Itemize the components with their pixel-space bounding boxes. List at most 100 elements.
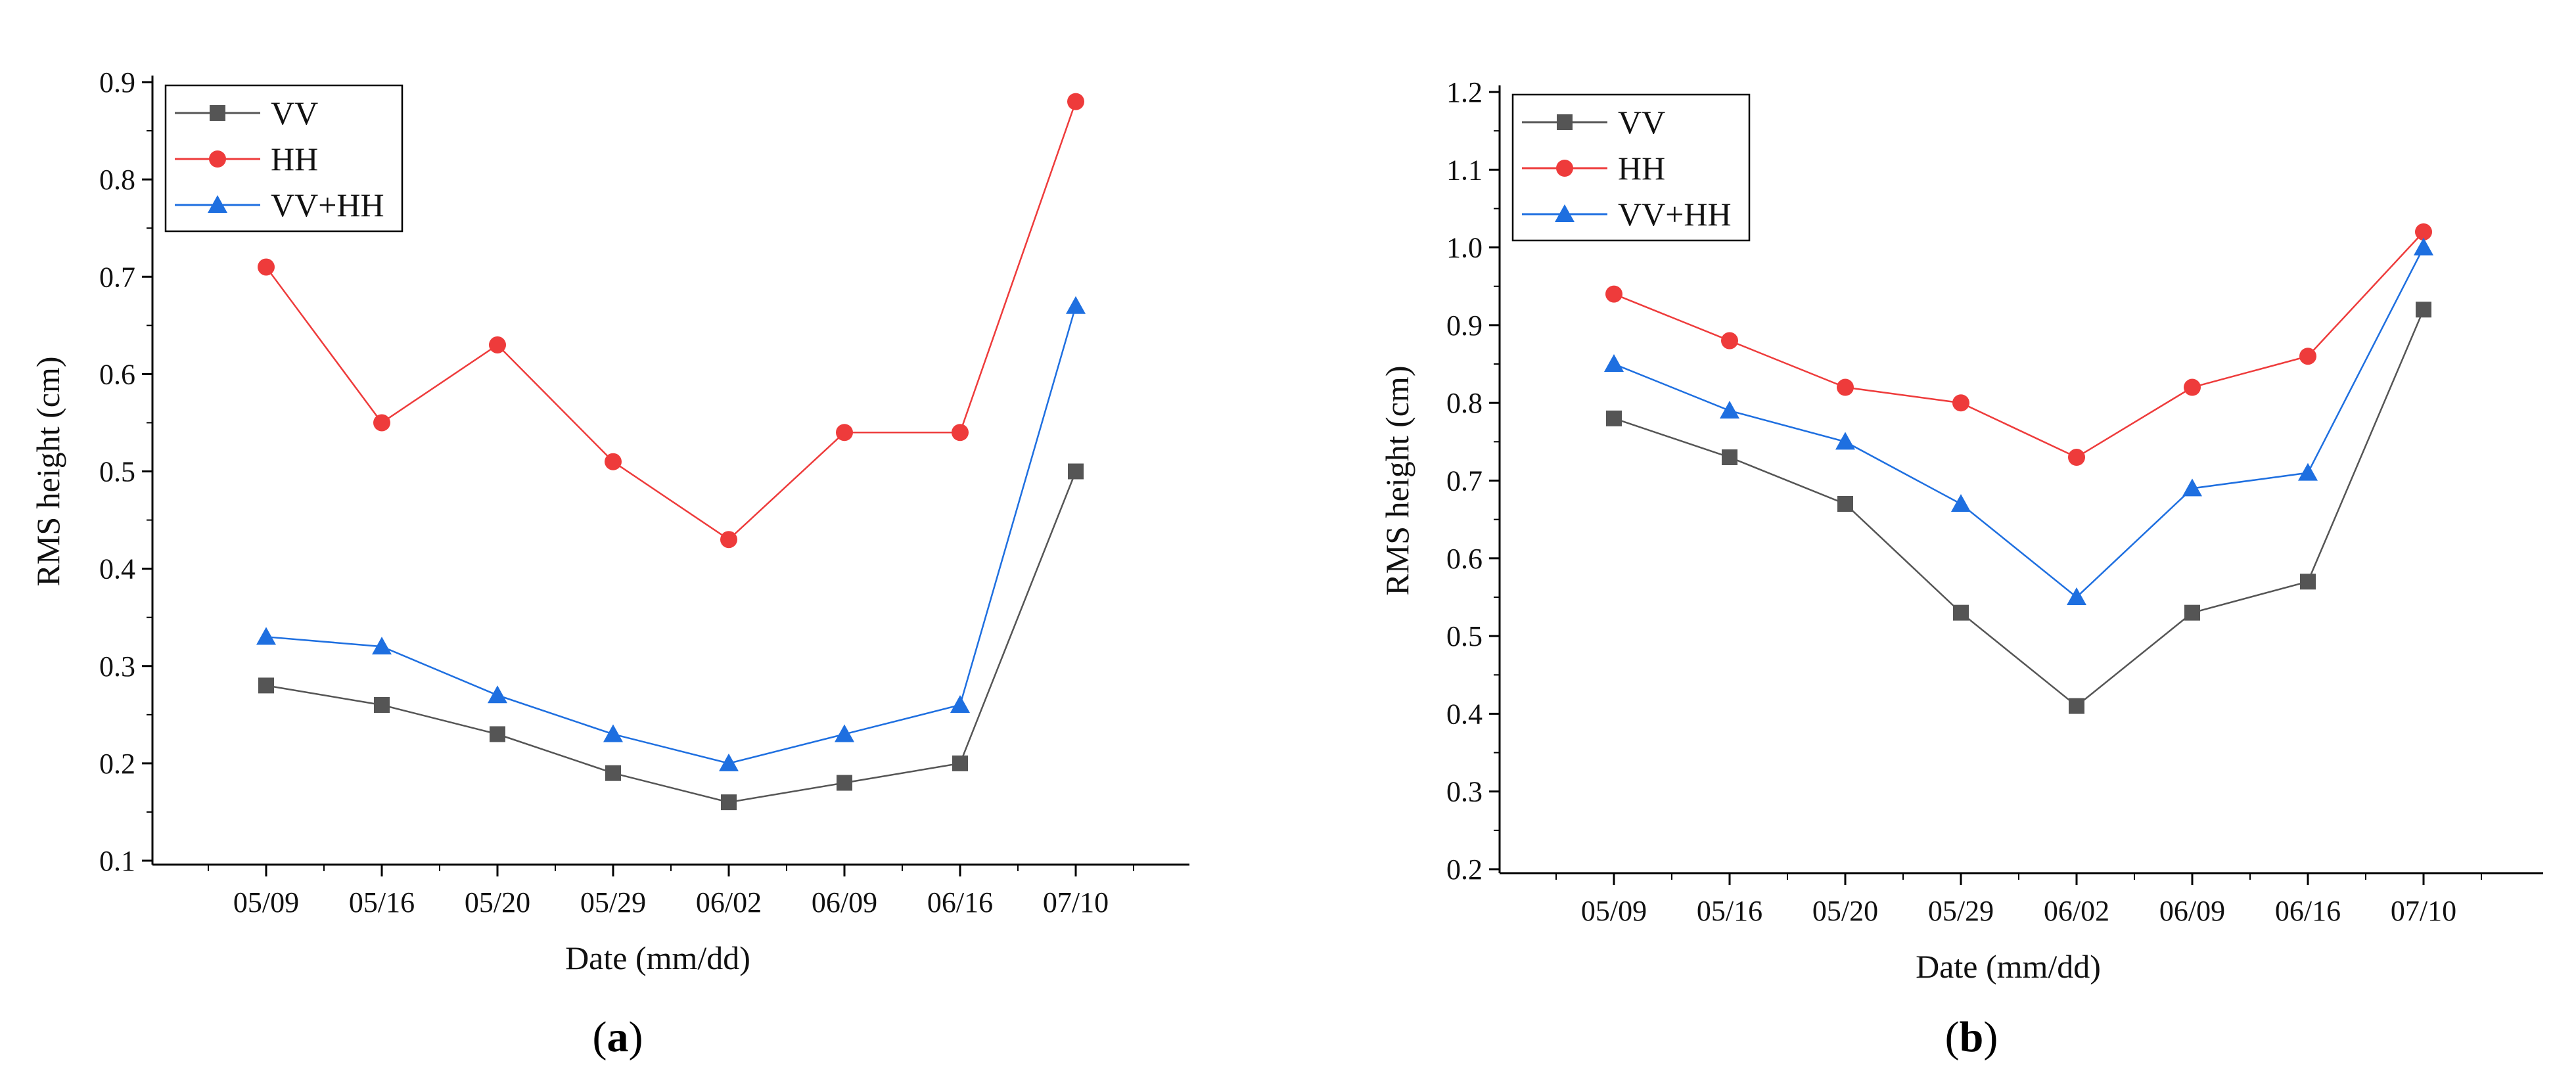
x-tick-label: 05/09 — [1581, 895, 1647, 927]
series-line-vv — [1613, 309, 2425, 708]
data-point-vv — [490, 726, 505, 742]
y-tick-label: 0.3 — [99, 650, 135, 683]
data-point-vv — [1722, 449, 1737, 466]
x-tick-label: 06/02 — [2044, 895, 2109, 927]
legend-marker — [1557, 114, 1573, 130]
data-point-vv-plus-hh — [1951, 493, 1971, 512]
series-line-vv-plus-hh — [1613, 247, 2425, 599]
y-tick-label: 0.3 — [1446, 776, 1483, 808]
panel-caption: (a) — [593, 1013, 643, 1061]
legend-marker — [1555, 204, 1575, 222]
chart-panel-b: 0.2 0.3 0.4 0.5 0.6 0.7 0.8 0.9 1.0 1.1 1.2 05/09 05… — [1379, 76, 2543, 1061]
data-point-hh — [836, 424, 853, 442]
data-point-vv-plus-hh — [1835, 432, 1855, 450]
legend-marker — [208, 195, 227, 213]
data-point-hh — [2068, 449, 2085, 466]
y-tick-label: 1.2 — [1446, 76, 1483, 108]
data-point-vv — [2416, 302, 2431, 318]
data-point-vv-plus-hh — [1604, 354, 1624, 373]
x-tick-label: 05/16 — [349, 886, 415, 918]
data-point-vv-plus-hh — [372, 637, 392, 655]
y-tick-label: 0.5 — [1446, 620, 1483, 652]
x-tick-label: 06/09 — [812, 886, 877, 918]
y-tick-label: 0.8 — [1446, 387, 1483, 419]
data-point-vv-plus-hh — [2182, 478, 2202, 497]
x-tick-label: 05/09 — [233, 886, 299, 918]
y-tick-label: 0.8 — [99, 164, 135, 196]
data-point-hh — [489, 336, 506, 353]
x-tick-label: 07/10 — [2391, 895, 2456, 927]
data-point-hh — [2415, 223, 2432, 240]
x-tick-label: 05/16 — [1697, 895, 1762, 927]
data-point-vv — [374, 697, 390, 713]
data-point-vv-plus-hh — [835, 724, 854, 742]
y-tick-label: 0.4 — [99, 553, 135, 585]
data-point-hh — [2299, 348, 2316, 365]
legend-label: VV+HH — [271, 187, 384, 223]
data-point-vv — [1068, 463, 1084, 480]
data-point-vv-plus-hh — [488, 685, 507, 704]
y-axis-label: RMS height (cm) — [1379, 366, 1415, 596]
x-tick-label: 05/20 — [1812, 895, 1878, 927]
data-point-vv-plus-hh — [719, 753, 739, 771]
data-point-vv-plus-hh — [1066, 296, 1086, 314]
y-tick-label: 0.6 — [99, 358, 135, 390]
x-tick-label: 06/16 — [2275, 895, 2341, 927]
legend-marker — [1556, 160, 1573, 177]
y-tick-label: 0.9 — [99, 66, 135, 99]
x-axis-label: Date (mm/dd) — [1916, 948, 2101, 985]
x-tick-label: 07/10 — [1043, 886, 1109, 918]
data-point-vv — [605, 765, 621, 781]
x-tick-label: 05/29 — [1928, 895, 1994, 927]
data-point-hh — [1837, 378, 1854, 396]
data-point-vv-plus-hh — [2414, 237, 2433, 256]
data-point-hh — [1721, 332, 1738, 350]
x-tick-label: 05/20 — [465, 886, 530, 918]
legend: VV HH VV+HH — [1511, 93, 1751, 242]
data-point-vv-plus-hh — [1720, 401, 1739, 419]
legend-marker — [209, 150, 226, 168]
data-point-hh — [952, 424, 969, 442]
y-tick-label: 0.7 — [1446, 465, 1483, 497]
data-point-hh — [1952, 394, 1969, 412]
data-point-hh — [605, 453, 622, 470]
x-tick-label: 05/29 — [580, 886, 646, 918]
series-line-hh — [1613, 231, 2424, 459]
y-tick-label: 1.0 — [1446, 232, 1483, 264]
chart-panel-a: 0.1 0.2 0.3 0.4 0.5 0.6 0.7 0.8 0.9 05/09 05/16 05/… — [30, 66, 1189, 1061]
y-tick-label: 0.6 — [1446, 543, 1483, 575]
data-point-hh — [373, 414, 390, 432]
data-point-vv-plus-hh — [2067, 587, 2086, 605]
data-point-vv — [952, 755, 968, 771]
legend-marker — [210, 105, 225, 121]
y-tick-label: 0.2 — [1446, 853, 1483, 886]
data-point-vv — [1606, 410, 1622, 426]
y-axis-label: RMS height (cm) — [30, 357, 66, 587]
data-point-vv — [2184, 604, 2200, 621]
data-point-hh — [2184, 378, 2201, 396]
y-tick-label: 0.9 — [1446, 309, 1483, 342]
data-point-hh — [258, 258, 275, 276]
panel-caption: (b) — [1945, 1013, 1998, 1061]
series-line-vv — [265, 471, 1077, 804]
data-point-hh — [1067, 93, 1084, 110]
data-point-vv — [837, 775, 852, 791]
data-point-vv — [2069, 698, 2084, 714]
y-tick-label: 1.1 — [1446, 154, 1483, 186]
series-line-hh — [265, 101, 1077, 541]
y-tick-label: 0.1 — [99, 845, 135, 877]
legend-label: HH — [1618, 150, 1665, 187]
y-tick-label: 0.4 — [1446, 698, 1483, 730]
x-tick-label: 06/02 — [696, 886, 762, 918]
data-point-vv — [1953, 604, 1969, 621]
data-point-hh — [720, 531, 737, 549]
y-tick-label: 0.5 — [99, 456, 135, 488]
x-tick-label: 06/16 — [927, 886, 993, 918]
data-point-vv-plus-hh — [603, 724, 623, 742]
x-tick-label: 06/09 — [2159, 895, 2225, 927]
legend: VV HH VV+HH — [164, 84, 403, 233]
data-point-vv — [1837, 495, 1853, 512]
data-point-hh — [1605, 285, 1622, 303]
data-point-vv — [721, 794, 737, 811]
